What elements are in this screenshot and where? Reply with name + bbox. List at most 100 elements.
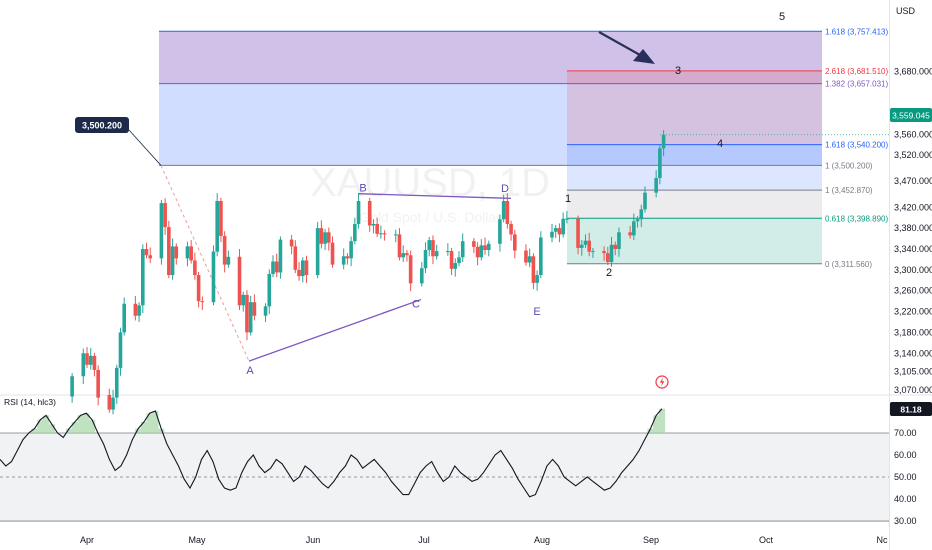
- earnings-icon[interactable]: [655, 375, 669, 389]
- candle-body: [591, 251, 595, 253]
- candle-body: [159, 203, 164, 259]
- price-tick-label: 3,420.000: [894, 202, 932, 212]
- fib-level-label: 1.382 (3,657.031): [825, 80, 888, 89]
- candle-body: [356, 201, 361, 224]
- arrow-line: [598, 31, 641, 56]
- candle-body: [449, 251, 454, 269]
- candle-body: [535, 275, 539, 283]
- candle-body: [323, 232, 327, 244]
- candle-body: [163, 203, 167, 228]
- candle-body: [397, 234, 402, 258]
- candle-body: [479, 245, 484, 258]
- wave-label: C: [412, 298, 420, 310]
- candle-body: [382, 233, 387, 235]
- candle-body: [271, 261, 275, 275]
- candle-body: [486, 243, 491, 251]
- candle-body: [576, 218, 580, 248]
- candle-body: [319, 228, 324, 244]
- rsi-value-badge: 81.18: [890, 402, 932, 416]
- candle-body: [393, 234, 398, 236]
- candle-body: [367, 201, 372, 226]
- candle-body: [617, 232, 621, 249]
- candle-body: [107, 395, 112, 410]
- candle-body: [111, 397, 115, 410]
- candle-body: [304, 260, 309, 276]
- candle-body: [475, 246, 480, 258]
- candle-body: [539, 237, 543, 276]
- fib2-zone-gray: [567, 190, 822, 219]
- candle-body: [200, 301, 205, 303]
- candle-body: [613, 244, 618, 249]
- candle-body: [401, 253, 405, 258]
- candle-body: [174, 246, 179, 259]
- fib2-zone-green: [567, 218, 822, 264]
- candle-body: [628, 232, 632, 236]
- triangle-upper-line: [357, 193, 512, 200]
- wave-label: B: [359, 183, 366, 195]
- fib-zone-upper: [159, 31, 822, 84]
- candle-body: [327, 232, 331, 243]
- candle-body: [252, 302, 257, 316]
- wave-label: E: [533, 306, 540, 318]
- candle-body: [460, 241, 465, 258]
- price-tick-label: 3,680.000: [894, 67, 932, 77]
- candle-body: [553, 228, 558, 232]
- candle-body: [148, 255, 153, 259]
- watermark-symbol: XAUUSD, 1D: [310, 161, 550, 205]
- candle-body: [144, 248, 149, 256]
- candle-body: [658, 148, 662, 179]
- candle-body: [345, 256, 350, 259]
- candle-body: [408, 255, 413, 284]
- time-tick-label: Aug: [534, 535, 550, 545]
- candle-body: [635, 219, 640, 222]
- triangle-lower-line: [248, 298, 422, 362]
- candle-body: [472, 241, 476, 247]
- wave-label: 3: [675, 65, 681, 77]
- price-tick-label: 3,560.000: [894, 129, 932, 139]
- candle-body: [643, 192, 647, 210]
- candle-body: [293, 246, 298, 270]
- candle-body: [527, 256, 532, 263]
- candle-body: [211, 251, 216, 303]
- fib-level-label: 1 (3,452.870): [825, 186, 873, 195]
- candle-body: [457, 257, 461, 264]
- candle-body: [167, 227, 171, 276]
- candle-body: [353, 223, 357, 242]
- candle-body: [118, 332, 123, 368]
- candle-body: [70, 376, 74, 397]
- candle-body: [196, 275, 201, 302]
- candle-body: [170, 246, 175, 276]
- rsi-tick-label: 50.00: [894, 472, 917, 482]
- rsi-panel-label[interactable]: RSI (14, hlc3): [4, 397, 56, 407]
- candle-body: [661, 134, 666, 149]
- price-tick-label: 3,105.000: [894, 367, 932, 377]
- currency-label[interactable]: USD: [896, 6, 916, 16]
- candle-body: [379, 233, 383, 235]
- fib-level-label: 1.618 (3,540.200): [825, 141, 888, 150]
- price-tick-label: 3,260.000: [894, 286, 932, 296]
- candle-body: [189, 246, 193, 261]
- price-tick-label: 3,140.000: [894, 348, 932, 358]
- rsi-line: [0, 408, 663, 498]
- candle-body: [267, 274, 272, 307]
- watermark-subtitle: Gold Spot / U.S. Dollar: [359, 209, 501, 225]
- fib-level-label: 2.618 (3,681.510): [825, 67, 888, 76]
- candle-body: [565, 218, 569, 220]
- price-tick-label: 3,180.000: [894, 327, 932, 337]
- candle-body: [498, 219, 502, 244]
- candle-body: [137, 305, 141, 316]
- candle-body: [509, 223, 513, 235]
- time-tick-label: Nc: [877, 535, 888, 545]
- candle-body: [241, 294, 246, 306]
- candle-body: [193, 260, 197, 276]
- candle-body: [632, 221, 636, 236]
- candle-body: [420, 268, 424, 284]
- rsi-tick-label: 40.00: [894, 494, 917, 504]
- candle-body: [513, 234, 517, 251]
- candle-body: [587, 240, 591, 252]
- wave-label: A: [246, 365, 254, 377]
- candle-body: [639, 209, 644, 220]
- candle-body: [561, 218, 565, 235]
- candle-body: [92, 355, 97, 370]
